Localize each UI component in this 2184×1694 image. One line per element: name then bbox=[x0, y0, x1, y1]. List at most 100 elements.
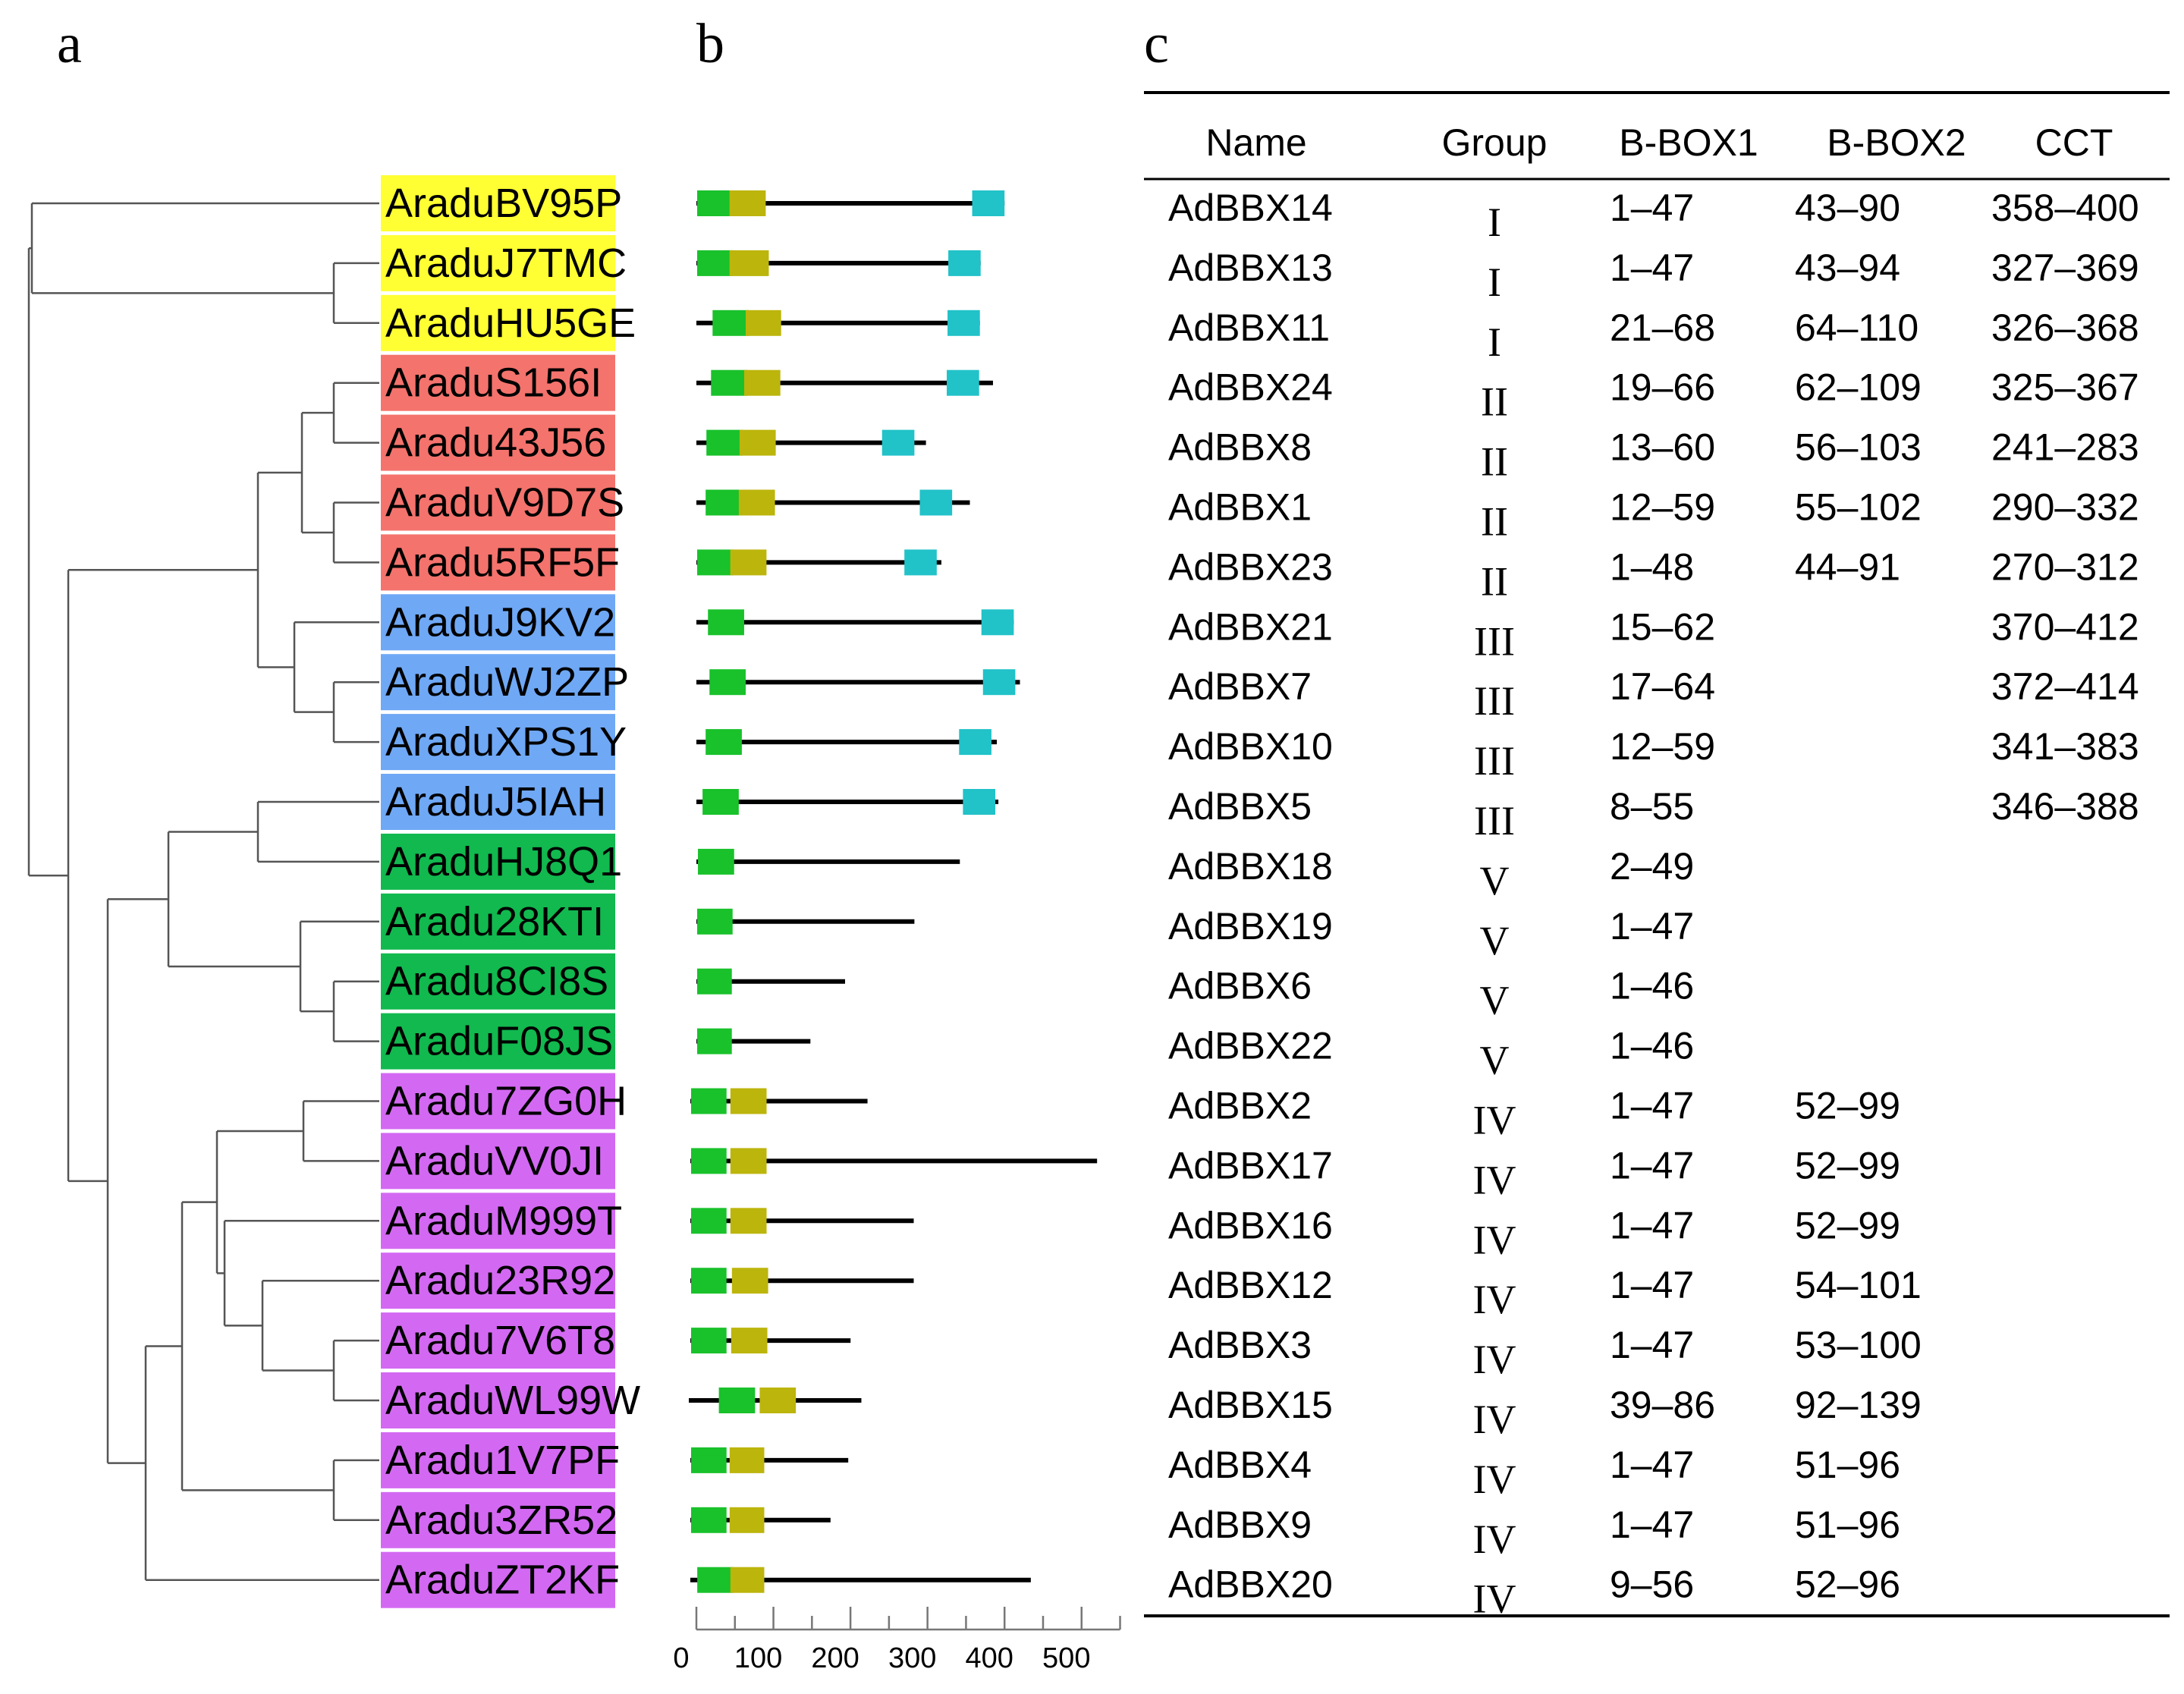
table-cell: 1–47 bbox=[1610, 247, 1694, 289]
bbox1-domain bbox=[691, 1208, 727, 1234]
bbox2-domain bbox=[743, 369, 781, 396]
gene-label-highlight bbox=[381, 474, 615, 531]
table-cell: 1–47 bbox=[1610, 1144, 1694, 1186]
gene-label-highlight bbox=[381, 175, 615, 231]
gene-label-highlight bbox=[381, 953, 615, 1010]
table-header-cell: B-BOX2 bbox=[1827, 121, 1966, 164]
gene-label-highlight bbox=[381, 893, 615, 950]
gene-label: Aradu5RF5F bbox=[385, 539, 620, 585]
table-cell: 346–388 bbox=[1991, 785, 2139, 828]
gene-label: AraduWL99W bbox=[385, 1378, 640, 1423]
table-cell: AdBBX4 bbox=[1168, 1444, 1312, 1486]
bbox1-domain bbox=[697, 908, 733, 935]
cct-domain bbox=[881, 429, 915, 456]
table-group-cell: V bbox=[1480, 858, 1510, 904]
table-group-cell: IV bbox=[1473, 1576, 1516, 1622]
table-cell: 2–49 bbox=[1610, 845, 1694, 888]
table-group-cell: I bbox=[1488, 259, 1501, 305]
bbox1-domain bbox=[691, 1148, 727, 1174]
length-scale-axis: 0 100 200 300 400 500 bbox=[673, 1607, 1121, 1674]
gene-label: AraduXPS1Y bbox=[385, 719, 627, 765]
bbox1-domain bbox=[691, 1328, 727, 1354]
gene-label-highlight bbox=[381, 1013, 615, 1070]
table-cell: 341–383 bbox=[1991, 725, 2139, 768]
bbox1-domain bbox=[706, 429, 743, 456]
table-cell: AdBBX17 bbox=[1168, 1144, 1333, 1186]
table-cell: AdBBX13 bbox=[1168, 247, 1333, 289]
gene-label-highlight bbox=[381, 1551, 615, 1608]
gene-label-highlight bbox=[381, 1491, 615, 1548]
gene-label: Aradu43J56 bbox=[385, 420, 606, 466]
table-cell: AdBBX9 bbox=[1168, 1504, 1312, 1546]
axis-tick-label: 100 bbox=[734, 1642, 782, 1674]
table-group-cell: III bbox=[1474, 678, 1515, 724]
table-cell: 1–47 bbox=[1610, 1085, 1694, 1127]
table-cell: 8–55 bbox=[1610, 785, 1694, 828]
table-cell: 51–96 bbox=[1795, 1504, 1900, 1546]
table-cell: AdBBX7 bbox=[1168, 665, 1312, 708]
bbox1-domain bbox=[691, 1268, 727, 1294]
table-cell: AdBBX5 bbox=[1168, 785, 1312, 828]
bbox2-domain bbox=[729, 1507, 765, 1533]
bbox2-domain bbox=[730, 549, 767, 576]
table-cell: 358–400 bbox=[1991, 187, 2139, 229]
gene-label: AraduS156I bbox=[385, 360, 602, 406]
gene-label: AraduJ7TMC bbox=[385, 240, 627, 286]
gene-label: Aradu23R92 bbox=[385, 1258, 615, 1303]
table-group-cell: II bbox=[1481, 379, 1508, 425]
gene-label-highlight bbox=[381, 534, 615, 591]
table-group-cell: I bbox=[1488, 319, 1501, 365]
table-group-cell: IV bbox=[1473, 1337, 1516, 1382]
table-group-cell: V bbox=[1480, 978, 1510, 1023]
table-group-cell: II bbox=[1481, 499, 1508, 545]
table-group-cell: IV bbox=[1473, 1397, 1516, 1442]
bbox2-domain bbox=[739, 429, 776, 456]
table-cell: 372–414 bbox=[1991, 665, 2139, 708]
bbox1-domain bbox=[697, 968, 732, 995]
bbox2-domain bbox=[729, 190, 766, 216]
table-cell: 44–91 bbox=[1795, 545, 1900, 588]
bbox1-domain bbox=[691, 1447, 727, 1473]
cct-domain bbox=[947, 310, 980, 336]
table-cell: AdBBX22 bbox=[1168, 1025, 1333, 1067]
gene-label: AraduF08JS bbox=[385, 1019, 613, 1064]
gene-label-highlight bbox=[381, 1073, 615, 1130]
gene-label-highlight bbox=[381, 234, 615, 291]
gene-label: AraduVV0JI bbox=[385, 1138, 604, 1183]
table-cell: 55–102 bbox=[1795, 486, 1922, 529]
table-group-cell: IV bbox=[1473, 1098, 1516, 1143]
gene-label-highlight bbox=[381, 654, 615, 711]
table-group-cell: II bbox=[1481, 439, 1508, 485]
cct-domain bbox=[919, 489, 953, 516]
gene-label: Aradu1V7PF bbox=[385, 1438, 620, 1483]
table-cell: AdBBX23 bbox=[1168, 545, 1333, 588]
bbox1-domain bbox=[697, 1028, 732, 1054]
gene-label-highlight bbox=[381, 774, 615, 830]
table-cell: AdBBX8 bbox=[1168, 426, 1312, 469]
gene-label-highlight bbox=[381, 414, 615, 471]
table-group-cell: III bbox=[1474, 738, 1515, 784]
table-group-cell: IV bbox=[1473, 1516, 1516, 1562]
table-cell: 52–99 bbox=[1795, 1144, 1900, 1186]
bbox2-domain bbox=[759, 1388, 797, 1413]
table-cell: 21–68 bbox=[1610, 306, 1715, 349]
gene-label: AraduV9D7S bbox=[385, 480, 624, 526]
cct-domain bbox=[963, 789, 996, 815]
table-cell: 1–47 bbox=[1610, 1204, 1694, 1246]
table-cell: 17–64 bbox=[1610, 665, 1715, 708]
bbox2-domain bbox=[729, 250, 769, 276]
table-header-cell: Name bbox=[1205, 121, 1306, 164]
gene-label: Aradu3ZR52 bbox=[385, 1498, 617, 1543]
bbox1-domain bbox=[697, 190, 733, 216]
table-group-cell: IV bbox=[1473, 1457, 1516, 1502]
table-cell: 270–312 bbox=[1991, 545, 2139, 588]
table-cell: 62–109 bbox=[1795, 366, 1922, 409]
bbox2-domain bbox=[730, 1088, 767, 1114]
phylogenetic-tree bbox=[27, 202, 379, 1581]
gene-label: AraduHJ8Q1 bbox=[385, 839, 622, 885]
table-group-cell: I bbox=[1488, 200, 1501, 245]
bbox2-domain bbox=[738, 489, 775, 516]
cct-domain bbox=[972, 190, 1005, 216]
bbox2-domain bbox=[731, 1328, 768, 1354]
